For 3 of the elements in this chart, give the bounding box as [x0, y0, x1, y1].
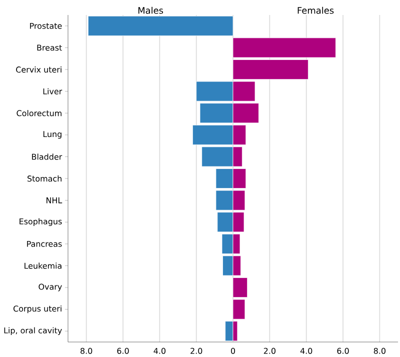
bar — [225, 321, 234, 342]
series-label: Males — [138, 6, 164, 14]
text: Females — [298, 6, 334, 14]
